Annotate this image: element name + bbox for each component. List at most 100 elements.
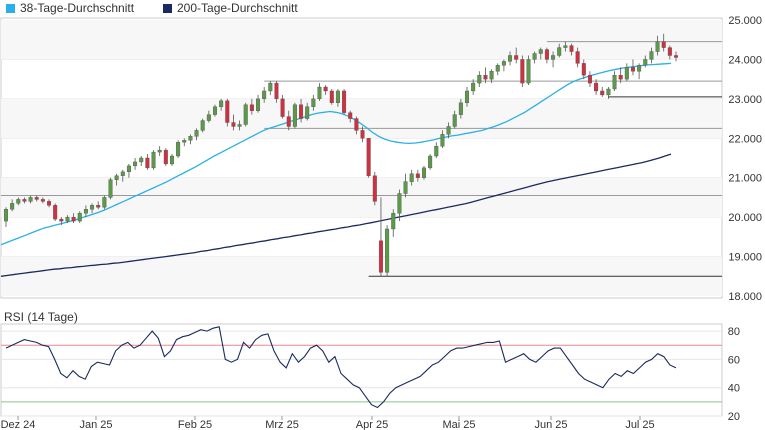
x-tick-label: Apr 25 (356, 419, 388, 430)
x-tick-label: Jan 25 (79, 419, 112, 430)
candle-body (551, 55, 556, 60)
candle (428, 154, 433, 170)
candle-body (409, 173, 414, 182)
candle-body (206, 114, 211, 121)
candle (329, 89, 334, 105)
candle-body (274, 82, 279, 100)
candle (637, 63, 642, 80)
candle (415, 169, 420, 182)
candle (188, 134, 193, 145)
price-tick-label: 24.000 (728, 54, 762, 66)
candle (489, 69, 494, 84)
candle (53, 203, 58, 222)
rsi-tick-label: 80 (728, 326, 740, 338)
candle (237, 120, 242, 131)
candle-body (96, 205, 101, 208)
candle-body (102, 197, 107, 208)
candle-body (563, 45, 568, 48)
price-plot-area (0, 17, 723, 299)
candle-body (415, 173, 420, 178)
candle-body (397, 193, 402, 214)
candle (157, 146, 162, 157)
candle-body (569, 45, 574, 52)
candle (514, 47, 519, 64)
price-tick-label: 18.000 (728, 291, 762, 303)
candle-body (243, 104, 248, 125)
candle-body (268, 82, 273, 92)
candle-body (532, 53, 537, 60)
candle (243, 102, 248, 127)
candle-body (3, 209, 8, 222)
candle-body (471, 82, 476, 92)
candle-body (495, 65, 500, 72)
candle (90, 203, 95, 214)
candle-body (329, 90, 334, 103)
candle-body (194, 130, 199, 137)
price-tick-label: 19.000 (728, 252, 762, 264)
candle-body (452, 114, 457, 127)
candle-body (403, 181, 408, 194)
candle (163, 148, 168, 166)
candle (206, 110, 211, 123)
candle (305, 102, 310, 121)
x-tick-label: Dez 24 (1, 419, 36, 430)
candle-body (557, 47, 562, 56)
candle (674, 51, 679, 62)
candle (280, 94, 285, 119)
rsi-tick-label: 40 (728, 383, 740, 395)
candle (526, 55, 531, 86)
candle-body (280, 98, 285, 117)
candle (360, 126, 365, 143)
candle (3, 207, 8, 227)
candle (366, 138, 371, 178)
candle (458, 98, 463, 119)
candle-body (477, 74, 482, 84)
candle-body (77, 212, 82, 222)
candle (520, 55, 525, 88)
candle (102, 195, 107, 210)
candle (483, 67, 488, 84)
candle (212, 104, 217, 117)
candle (335, 89, 340, 107)
candle-body (655, 41, 660, 52)
legend-swatch-ma200 (163, 4, 172, 13)
candle (323, 85, 328, 95)
candle-body (661, 41, 666, 48)
candle (495, 63, 500, 76)
candle (661, 33, 666, 52)
candle (385, 225, 390, 277)
candle (126, 163, 131, 178)
candle (176, 140, 181, 158)
candle (274, 81, 279, 103)
candle-body (575, 51, 580, 64)
candle-body (600, 90, 605, 96)
candle (22, 197, 27, 204)
candle (354, 116, 359, 135)
candle (256, 94, 261, 113)
candle-body (594, 82, 599, 92)
price-band (1, 177, 722, 218)
candle (133, 158, 138, 170)
candle-body (126, 165, 131, 172)
x-axis: Dez 24 Jan 25 Feb 25 Mrz 25 Apr 25 Mai 25 Jun … (1, 416, 655, 430)
candle-body (231, 122, 236, 127)
candle (225, 98, 230, 127)
candle (292, 102, 297, 129)
candle-body (612, 74, 617, 90)
candle-body (286, 116, 291, 127)
candle (219, 98, 224, 111)
price-tick-label: 23.000 (728, 94, 762, 106)
candle-body (587, 74, 592, 84)
candle (47, 199, 52, 208)
candle-body (391, 212, 396, 230)
candle-body (360, 130, 365, 139)
candle-body (465, 90, 470, 103)
candle-body (489, 71, 494, 80)
candle-body (163, 149, 168, 165)
legend-swatch-ma38 (6, 4, 15, 13)
candle-body (90, 205, 95, 210)
candle-body (16, 199, 21, 204)
candle (624, 63, 629, 82)
candle (551, 51, 556, 68)
price-band (1, 20, 722, 60)
